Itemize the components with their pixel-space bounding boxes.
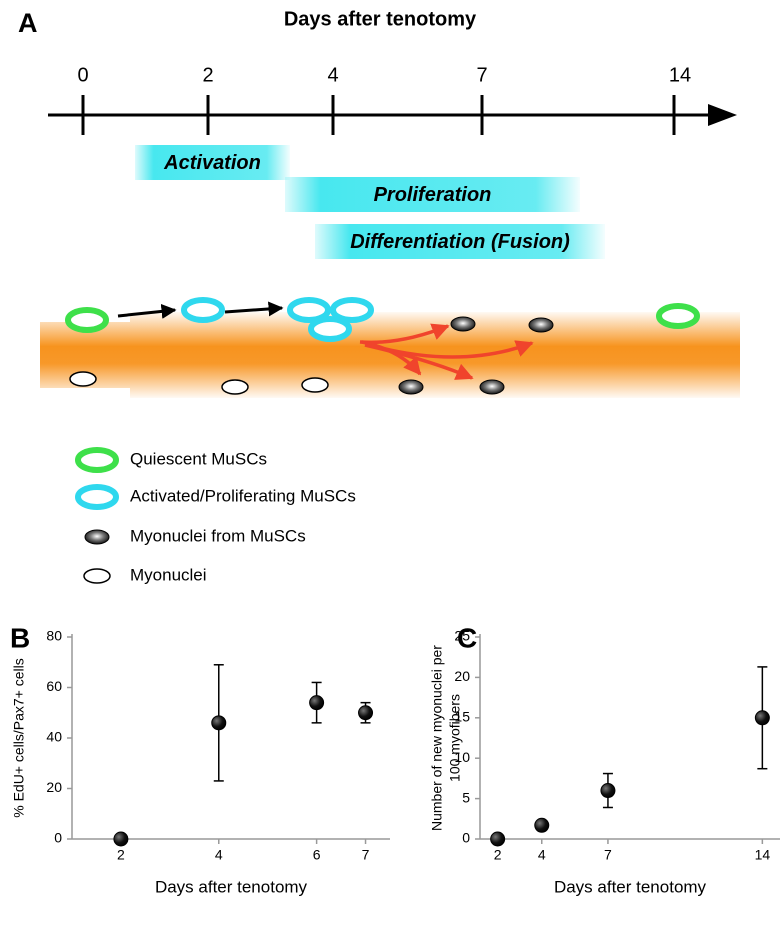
y-tick-label: 40 xyxy=(46,729,62,745)
x-tick-label: 6 xyxy=(313,847,321,863)
legend-swatch xyxy=(84,529,110,545)
data-point xyxy=(490,831,506,847)
myonucleus xyxy=(301,377,329,393)
y-tick-label: 20 xyxy=(46,779,62,795)
activated-cell xyxy=(181,297,225,323)
y-tick-label: 10 xyxy=(454,749,470,765)
activated-cell xyxy=(308,316,352,342)
phase-band xyxy=(315,224,605,259)
phase-band xyxy=(285,177,580,212)
y-tick-label: 80 xyxy=(46,628,62,644)
panel-letter: B xyxy=(10,622,30,653)
y-axis-label: Number of new myonuclei per xyxy=(429,645,445,831)
timeline-arrowhead xyxy=(708,104,737,126)
data-point xyxy=(358,705,374,721)
x-tick-label: 7 xyxy=(604,847,612,863)
legend-label: Myonuclei from MuSCs xyxy=(130,526,306,545)
legend-swatch xyxy=(83,568,111,584)
legend-swatch xyxy=(75,447,119,473)
phase-label: Proliferation xyxy=(374,184,492,206)
myonucleus xyxy=(69,371,97,387)
data-point xyxy=(534,817,550,833)
x-tick-label: 7 xyxy=(362,847,370,863)
quiescent-cell xyxy=(65,307,109,333)
legend-label: Quiescent MuSCs xyxy=(130,449,267,468)
phase-band xyxy=(135,145,290,180)
x-tick-label: 4 xyxy=(215,847,223,863)
x-tick-label: 14 xyxy=(755,847,771,863)
legend-label: Myonuclei xyxy=(130,565,207,584)
y-tick-label: 25 xyxy=(454,628,470,644)
fusion-arrows xyxy=(359,323,534,380)
arrow xyxy=(224,301,284,317)
y-tick-label: 5 xyxy=(462,789,470,805)
timeline-label: 2 xyxy=(202,64,213,86)
panel-letter: A xyxy=(18,8,38,38)
muscs-myonucleus xyxy=(528,317,554,333)
activated-cell xyxy=(330,297,374,323)
y-tick-label: 20 xyxy=(454,668,470,684)
arrow xyxy=(117,303,177,319)
data-point xyxy=(113,831,129,847)
x-tick-label: 2 xyxy=(117,847,125,863)
y-axis-label: % EdU+ cells/Pax7+ cells xyxy=(11,658,27,818)
data-point xyxy=(309,695,325,711)
y-axis-label: 100 myofibers xyxy=(447,694,463,782)
x-tick-label: 2 xyxy=(494,847,502,863)
timeline-title: Days after tenotomy xyxy=(284,8,477,30)
y-tick-label: 0 xyxy=(54,830,62,846)
phase-label: Differentiation (Fusion) xyxy=(350,231,570,253)
panel-letter: C xyxy=(457,622,477,653)
myonucleus xyxy=(221,379,249,395)
muscs-myonucleus xyxy=(479,379,505,395)
x-axis-label: Days after tenotomy xyxy=(155,877,308,896)
y-tick-label: 60 xyxy=(46,678,62,694)
data-point xyxy=(211,715,227,731)
y-tick-label: 0 xyxy=(462,830,470,846)
x-axis-label: Days after tenotomy xyxy=(554,877,707,896)
legend-swatch xyxy=(75,484,119,510)
muscs-myonucleus xyxy=(450,316,476,332)
data-point xyxy=(754,710,770,726)
muscle-fiber xyxy=(40,312,740,398)
phase-label: Activation xyxy=(163,152,261,174)
data-point xyxy=(600,783,616,799)
legend-label: Activated/Proliferating MuSCs xyxy=(130,486,356,505)
x-tick-label: 4 xyxy=(538,847,546,863)
activated-cell xyxy=(287,297,331,323)
timeline-label: 4 xyxy=(327,64,338,86)
quiescent-cell xyxy=(656,303,700,329)
muscs-myonucleus xyxy=(398,379,424,395)
y-tick-label: 15 xyxy=(454,709,470,725)
timeline-label: 7 xyxy=(476,64,487,86)
timeline-label: 0 xyxy=(77,64,88,86)
timeline-label: 14 xyxy=(669,64,691,86)
